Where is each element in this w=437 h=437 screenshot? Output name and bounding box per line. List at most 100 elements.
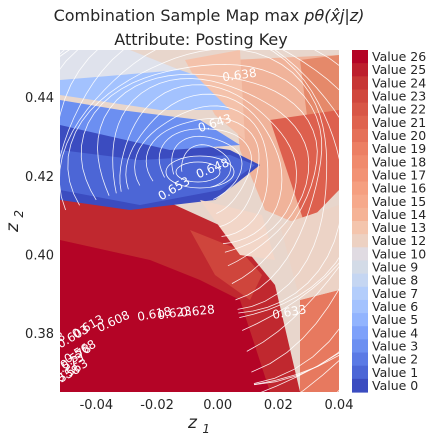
chart-title: Combination Sample Map max pθ(x̂j|z): [54, 6, 365, 25]
contour-label: 0.623: [156, 304, 192, 323]
y-axis-label: z 2: [3, 210, 26, 233]
colorbar-label: Value 21: [372, 115, 426, 130]
colorbar-label: Value 24: [372, 75, 426, 90]
colorbar-label: Value 17: [372, 167, 426, 182]
contour-line: [134, 105, 269, 237]
colorbar-swatch: [352, 194, 368, 209]
heatmap-region: [200, 200, 275, 260]
colorbar-label: Value 20: [372, 128, 426, 143]
heatmap-region: [190, 230, 262, 300]
colorbar-label: Value 6: [372, 299, 418, 314]
contour-line: [165, 155, 235, 189]
colorbar-swatch: [352, 115, 368, 130]
contour-line: [158, 128, 252, 214]
colorbar-label: Value 2: [372, 352, 418, 367]
colorbar-swatch: [352, 168, 368, 183]
contour-line: [97, 73, 318, 284]
colorbar-swatch: [352, 378, 368, 393]
colorbar-swatch: [352, 273, 368, 288]
colorbar-swatch: [352, 128, 368, 143]
colorbar-label: Value 8: [372, 273, 418, 288]
heatmap-region: [60, 180, 300, 392]
colorbar-swatch: [352, 155, 368, 169]
colorbar-swatch: [352, 247, 368, 262]
colorbar-swatch: [352, 181, 368, 196]
colorbar-swatch: [352, 260, 368, 275]
colorbar-swatch: [352, 89, 368, 104]
colorbar-label: Value 13: [372, 220, 426, 235]
chart-title-math: pθ(x̂j|z): [303, 6, 364, 25]
y-tick-label: 0.38: [25, 327, 54, 342]
colorbar-swatch: [352, 313, 368, 327]
contour-line: [119, 84, 297, 253]
contour-line: [171, 135, 243, 200]
x-tick-label: 0.04: [325, 398, 354, 413]
colorbar-label: Value 26: [372, 49, 426, 64]
colorbar-label: Value 14: [372, 207, 426, 222]
contour-line: [67, 50, 328, 310]
colorbar-swatch: [352, 102, 368, 117]
colorbar-swatch: [352, 221, 368, 235]
colorbar-swatch: [352, 286, 368, 301]
colorbar-swatch: [352, 339, 368, 354]
colorbar-swatch: [352, 142, 368, 156]
x-tick-label: 0.02: [264, 398, 293, 413]
colorbar-swatch: [352, 63, 368, 77]
y-tick-label: 0.42: [25, 170, 54, 185]
colorbar-label: Value 5: [372, 312, 418, 327]
x-tick-label: -0.02: [140, 398, 174, 413]
contour-label: 0.628: [180, 302, 216, 320]
colorbar-label: Value 4: [372, 325, 418, 340]
contour-line: [80, 63, 323, 301]
colorbar-swatch: [352, 326, 368, 340]
colorbar-label: Value 25: [372, 62, 426, 77]
colorbar-swatch: [352, 352, 368, 367]
contour-line: [181, 144, 232, 188]
contour-line: [60, 50, 339, 331]
x-tick-label: 0.00: [203, 398, 232, 413]
contour-line: [60, 50, 339, 314]
colorbar-label: Value 0: [372, 378, 418, 393]
colorbar-label: Value 15: [372, 194, 426, 209]
colorbar-label: Value 9: [372, 260, 418, 275]
colorbar-label: Value 19: [372, 141, 426, 156]
y-tick-label: 0.40: [25, 248, 54, 263]
contour-label: 0.618: [136, 304, 172, 324]
heatmap-region: [300, 290, 339, 392]
colorbar-swatch: [352, 76, 368, 91]
contour-label: 0.593: [28, 259, 63, 292]
colorbar-swatch: [352, 299, 368, 314]
chart-title-text: Combination Sample Map max: [54, 6, 300, 25]
contour-line: [125, 93, 283, 245]
colorbar-label: Value 12: [372, 233, 426, 248]
colorbar-label: Value 3: [372, 338, 418, 353]
colorbar-swatch: [352, 207, 368, 222]
colorbar-swatch: [352, 365, 368, 380]
colorbar-label: Value 7: [372, 286, 418, 301]
colorbar-label: Value 10: [372, 246, 426, 261]
x-axis-label: z 1: [187, 413, 210, 436]
contour-line: [112, 78, 310, 267]
colorbar-label: Value 1: [372, 365, 418, 380]
y-axis-ticks: 0.38 0.40 0.42 0.44: [25, 91, 54, 342]
colorbar-swatch: [352, 50, 368, 64]
x-axis-ticks: -0.04 -0.02 0.00 0.02 0.04: [80, 398, 354, 413]
contour-line: [175, 161, 221, 183]
colorbar-label: Value 16: [372, 181, 426, 196]
chart-subtitle: Attribute: Posting Key: [114, 30, 287, 49]
y-tick-label: 0.44: [25, 91, 54, 106]
heatmap-region: [60, 150, 255, 205]
contour-label: 0.638: [221, 66, 257, 85]
x-tick-label: -0.04: [80, 398, 114, 413]
colorbar-swatch: [352, 234, 368, 248]
contour-label: 0.633: [271, 302, 307, 322]
contour-line: [60, 50, 339, 318]
contour-line: [145, 117, 260, 228]
colorbar-label: Value 18: [372, 154, 426, 169]
colorbar-label: Value 22: [372, 102, 426, 117]
